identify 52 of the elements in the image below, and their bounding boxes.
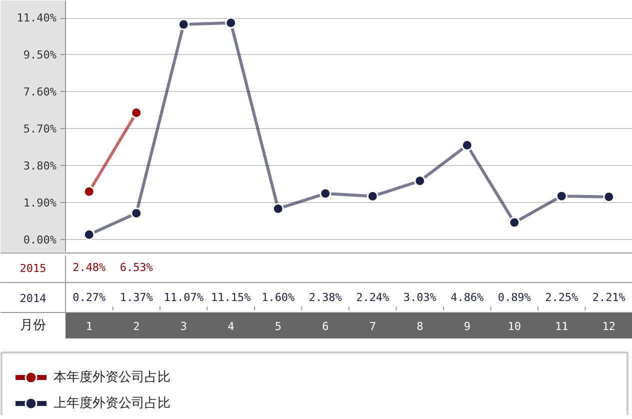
point bbox=[178, 18, 190, 30]
data-label: 2.24% bbox=[356, 291, 390, 304]
x-tick-label: 7 bbox=[369, 320, 376, 333]
x-axis-title: 月份 bbox=[20, 318, 46, 333]
point bbox=[320, 188, 332, 200]
x-tick-label: 12 bbox=[602, 320, 616, 333]
y-tick-label: 5.70% bbox=[23, 122, 57, 136]
x-tick-label: 3 bbox=[180, 320, 187, 333]
y-tick-label: 9.50% bbox=[23, 48, 57, 62]
x-tick-label: 11 bbox=[555, 320, 568, 333]
data-label: 1.60% bbox=[262, 291, 296, 304]
data-label: 2.48% bbox=[72, 261, 106, 274]
point bbox=[461, 140, 473, 152]
text: 2014 bbox=[20, 292, 47, 305]
legend-label: 本年度外资公司占比 bbox=[54, 369, 170, 385]
data-label: 0.89% bbox=[498, 291, 532, 304]
point bbox=[556, 190, 568, 202]
x-tick-label: 1 bbox=[86, 320, 92, 333]
point bbox=[272, 202, 284, 214]
data-label: 2.38% bbox=[308, 291, 342, 304]
y-tick-label: 3.80% bbox=[23, 159, 57, 172]
point bbox=[83, 186, 95, 198]
data-label: 3.03% bbox=[403, 291, 437, 304]
text: 2015 bbox=[20, 262, 46, 275]
x-tick-label: 5 bbox=[274, 320, 282, 333]
point bbox=[366, 190, 378, 202]
y-tick-label: 0.00% bbox=[23, 233, 57, 246]
x-tick-label: 10 bbox=[508, 320, 521, 333]
x-tick-label: 8 bbox=[416, 320, 424, 333]
x-tick-label: 4 bbox=[228, 320, 235, 333]
point bbox=[130, 207, 142, 219]
point bbox=[508, 216, 520, 228]
point bbox=[83, 228, 95, 240]
data-label: 11.15% bbox=[211, 291, 252, 304]
point bbox=[130, 107, 142, 119]
data-label: 1.37% bbox=[120, 291, 154, 304]
x-tick-label: 6 bbox=[322, 320, 329, 333]
data-label: 6.53% bbox=[120, 261, 154, 274]
point bbox=[414, 175, 426, 187]
y-tick-label: 7.60% bbox=[23, 85, 57, 98]
y-tick-label: 1.90% bbox=[23, 196, 57, 210]
data-label: 2.21% bbox=[592, 291, 626, 304]
data-label: 11.07% bbox=[164, 291, 204, 304]
legend-label: 上年度外资公司占比 bbox=[54, 395, 170, 411]
point bbox=[603, 191, 615, 203]
data-label: 0.27% bbox=[72, 291, 106, 304]
data-label: 2.25% bbox=[545, 291, 579, 304]
x-tick-label: 9 bbox=[464, 320, 470, 333]
data-label: 4.86% bbox=[450, 291, 484, 304]
x-tick-label: 2 bbox=[133, 320, 140, 333]
point bbox=[225, 17, 237, 29]
y-tick-label: 11.40% bbox=[16, 12, 57, 25]
